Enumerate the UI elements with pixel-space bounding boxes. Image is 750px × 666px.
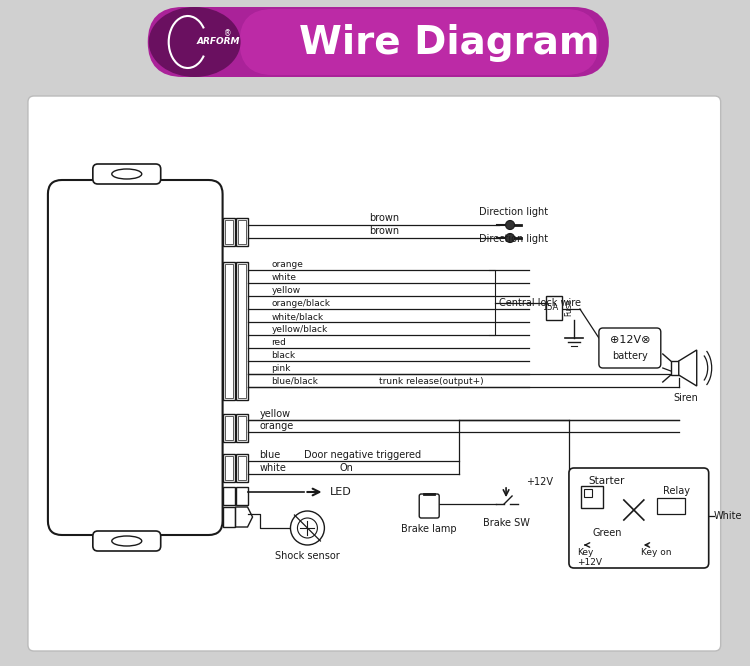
- Text: blue/black: blue/black: [272, 377, 319, 386]
- Bar: [670, 361, 679, 375]
- Bar: [546, 296, 562, 320]
- Text: Fuse: Fuse: [564, 298, 573, 316]
- Text: ARFORM: ARFORM: [196, 37, 240, 47]
- Text: Starter: Starter: [589, 476, 625, 486]
- Bar: [236, 262, 248, 400]
- Bar: [236, 487, 248, 505]
- Text: yellow/black: yellow/black: [272, 325, 328, 334]
- Circle shape: [290, 511, 325, 545]
- Bar: [238, 416, 245, 440]
- Bar: [236, 218, 248, 246]
- Circle shape: [506, 234, 515, 242]
- Text: Green: Green: [592, 528, 622, 538]
- Bar: [238, 220, 245, 244]
- FancyBboxPatch shape: [28, 96, 721, 651]
- Bar: [657, 498, 685, 514]
- Bar: [223, 218, 235, 246]
- Bar: [223, 454, 235, 482]
- FancyBboxPatch shape: [93, 531, 160, 551]
- Bar: [224, 416, 232, 440]
- Polygon shape: [679, 350, 697, 386]
- Ellipse shape: [112, 169, 142, 179]
- Text: Door negative triggered: Door negative triggered: [304, 450, 422, 460]
- Text: brown: brown: [369, 226, 400, 236]
- Circle shape: [506, 220, 515, 230]
- Bar: [223, 414, 235, 442]
- Text: Key
+12V: Key +12V: [577, 548, 602, 567]
- Bar: [236, 414, 248, 442]
- Text: Siren: Siren: [674, 393, 698, 403]
- Text: yellow: yellow: [260, 409, 291, 419]
- Text: White: White: [714, 511, 742, 521]
- Ellipse shape: [112, 536, 142, 546]
- Bar: [223, 262, 235, 400]
- FancyBboxPatch shape: [239, 9, 599, 75]
- FancyBboxPatch shape: [93, 164, 160, 184]
- Ellipse shape: [148, 7, 241, 77]
- Text: ⊕12V⊗: ⊕12V⊗: [610, 335, 650, 345]
- Text: Brake lamp: Brake lamp: [401, 524, 457, 534]
- Text: orange/black: orange/black: [272, 299, 331, 308]
- Text: Direction light: Direction light: [479, 234, 548, 244]
- Bar: [238, 456, 245, 480]
- Text: ®: ®: [224, 29, 231, 39]
- FancyBboxPatch shape: [419, 494, 440, 518]
- Polygon shape: [236, 507, 253, 527]
- Text: blue: blue: [260, 450, 280, 460]
- Text: pink: pink: [272, 364, 291, 373]
- Text: white: white: [260, 463, 286, 473]
- Text: Wire Diagram: Wire Diagram: [299, 24, 599, 62]
- Bar: [224, 456, 232, 480]
- Bar: [223, 487, 235, 505]
- Bar: [224, 220, 232, 244]
- Text: black: black: [272, 351, 296, 360]
- Text: brown: brown: [369, 213, 400, 223]
- Text: red: red: [272, 338, 286, 347]
- Text: white: white: [272, 273, 296, 282]
- Text: orange: orange: [272, 260, 304, 269]
- Bar: [236, 454, 248, 482]
- Text: Key on: Key on: [640, 548, 671, 557]
- Text: LED: LED: [329, 487, 351, 497]
- FancyBboxPatch shape: [48, 180, 223, 535]
- Text: yellow: yellow: [272, 286, 301, 295]
- Bar: [223, 507, 235, 527]
- FancyBboxPatch shape: [569, 468, 709, 568]
- Text: 15A: 15A: [542, 302, 558, 312]
- Bar: [584, 489, 592, 497]
- Text: orange: orange: [260, 421, 294, 431]
- Circle shape: [298, 518, 317, 538]
- Bar: [224, 264, 232, 398]
- Text: Central lock wire: Central lock wire: [499, 298, 581, 308]
- Text: trunk release(output+): trunk release(output+): [380, 377, 484, 386]
- FancyBboxPatch shape: [148, 7, 609, 77]
- Text: On: On: [340, 463, 353, 473]
- Text: battery: battery: [612, 351, 648, 361]
- Text: +12V: +12V: [526, 477, 553, 487]
- Text: Shock sensor: Shock sensor: [275, 551, 340, 561]
- Text: Direction light: Direction light: [479, 207, 548, 217]
- Text: Relay: Relay: [663, 486, 690, 496]
- FancyBboxPatch shape: [599, 328, 661, 368]
- Bar: [238, 264, 245, 398]
- Bar: [581, 486, 603, 508]
- Text: Brake SW: Brake SW: [483, 518, 530, 528]
- Text: white/black: white/black: [272, 312, 324, 321]
